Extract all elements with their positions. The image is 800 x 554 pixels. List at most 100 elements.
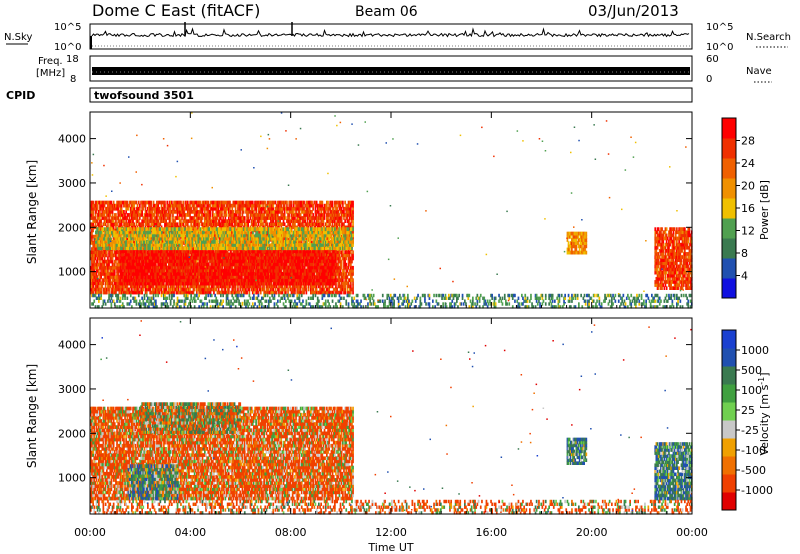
data-cell [176,284,179,289]
data-cell [292,216,295,220]
data-cell [213,200,215,205]
data-cell [280,287,283,292]
data-cell [233,287,236,292]
data-cell [145,210,148,214]
data-cell [259,213,262,217]
data-cell [95,265,98,270]
data-cell [100,256,102,261]
data-cell [184,237,187,242]
data-cell [228,290,230,295]
data-cell [210,219,213,223]
data-cell [314,213,317,217]
data-cell [257,219,260,223]
data-cell [303,284,305,289]
data-cell [263,206,265,211]
data-cell [175,216,178,220]
data-cell [292,290,295,295]
nsearch-tick-bottom: 10^0 [706,42,733,53]
data-cell [288,219,291,223]
data-cell [147,287,149,292]
data-cell [311,287,313,292]
data-cell [192,228,195,233]
data-cell [310,216,312,220]
data-cell [115,256,117,261]
data-cell [92,256,94,261]
data-cell [112,228,115,233]
data-cell [125,206,127,211]
data-cell [238,210,240,214]
data-cell [313,222,316,227]
data-cell [245,222,247,227]
data-cell [90,278,92,282]
data-cell [257,222,260,227]
data-cell [106,250,108,255]
data-cell [109,210,112,214]
data-cell [255,244,257,248]
data-cell [147,200,149,205]
data-cell [101,281,104,286]
data-cell [193,200,196,205]
data-cell [296,284,299,289]
data-cell [169,200,172,205]
data-cell [282,237,285,242]
data-cell [249,284,252,289]
data-cell [141,222,143,227]
data-cell [148,287,150,292]
data-cell [216,206,219,211]
data-cell [263,200,265,205]
data-cell [111,265,114,270]
data-cell [133,284,135,289]
data-cell [141,290,143,295]
data-cell [297,284,300,289]
data-cell [96,219,99,223]
data-cell [135,206,138,211]
data-cell [185,203,188,208]
data-cell [99,253,101,258]
data-cell [221,200,223,205]
data-cell [155,210,157,214]
data-cell [197,284,199,289]
data-cell [124,213,126,217]
data-cell [129,210,132,214]
data-cell [118,275,121,279]
data-cell [93,265,96,270]
data-cell [110,290,113,295]
data-cell [113,290,116,295]
data-cell [290,219,293,223]
data-cell [168,222,171,227]
data-cell [90,290,92,295]
data-cell [243,216,246,220]
data-cell [111,206,114,211]
data-cell [271,200,273,205]
data-cell [180,206,182,211]
data-cell [113,262,116,267]
data-cell [141,287,143,292]
data-cell [115,278,117,282]
data-cell [270,206,272,211]
data-cell [99,287,101,292]
data-cell [221,203,223,208]
data-cell [215,213,218,217]
data-cell [248,200,251,205]
data-cell [100,206,102,211]
data-cell [310,287,312,292]
data-cell [298,213,301,217]
data-cell [186,200,189,205]
data-cell [166,203,169,208]
data-cell [153,210,156,214]
data-cell [278,290,280,295]
data-cell [232,219,235,223]
data-cell [240,206,243,211]
data-cell [124,203,126,208]
data-cell [315,290,318,295]
data-cell [242,287,245,292]
data-cell [186,290,189,295]
data-cell [194,247,197,251]
data-cell [250,210,253,214]
data-cell [289,203,292,208]
data-cell [213,213,215,217]
data-cell [178,216,181,220]
data-cell [111,259,114,264]
data-cell [318,222,320,227]
data-cell [272,203,275,208]
